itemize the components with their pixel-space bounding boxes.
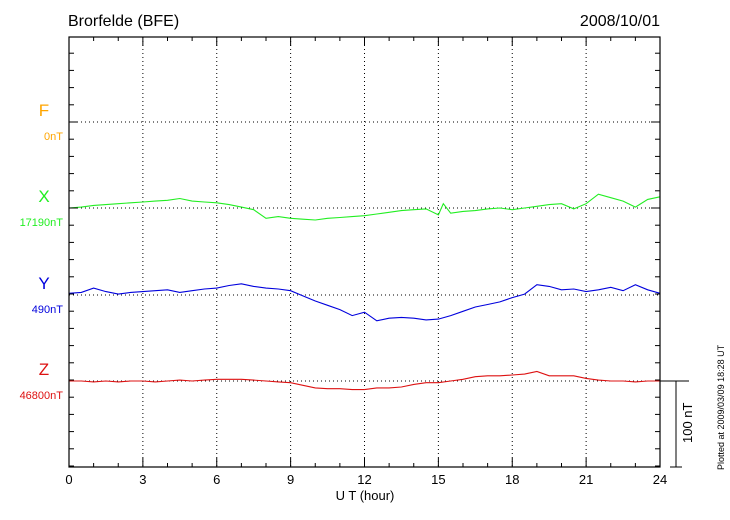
series-line-z bbox=[69, 370, 660, 391]
component-label-z: Z bbox=[39, 360, 49, 379]
chart-date: 2008/10/01 bbox=[580, 13, 660, 30]
axis-ticks: 0 3 6 9 12 15 18 21 24 bbox=[65, 37, 667, 487]
series-line-x bbox=[68, 193, 661, 221]
x-tick-label: 12 bbox=[357, 472, 371, 487]
baseline-label-x: 17190nT bbox=[20, 217, 64, 229]
x-tick-label: 3 bbox=[139, 472, 146, 487]
x-tick-label: 6 bbox=[213, 472, 220, 487]
series-line-y bbox=[68, 283, 661, 322]
component-label-x: X bbox=[38, 187, 49, 206]
plotted-note: Plotted at 2009/03/09 18:28 UT bbox=[716, 344, 726, 470]
scale-bar: 100 nT bbox=[660, 380, 695, 468]
baseline-label-f: 0nT bbox=[44, 131, 63, 143]
x-tick-label: 0 bbox=[65, 472, 72, 487]
baseline-label-z: 46800nT bbox=[20, 390, 64, 402]
x-tick-label: 21 bbox=[579, 472, 593, 487]
grid-lines bbox=[69, 37, 660, 467]
x-tick-label: 18 bbox=[505, 472, 519, 487]
series-group bbox=[68, 193, 661, 391]
chart-title: Brorfelde (BFE) bbox=[68, 13, 179, 30]
component-label-y: Y bbox=[38, 274, 49, 293]
x-tick-label: 9 bbox=[287, 472, 294, 487]
x-axis-label: U T (hour) bbox=[336, 488, 395, 503]
baseline-label-y: 490nT bbox=[32, 304, 63, 316]
x-tick-label: 24 bbox=[653, 472, 667, 487]
x-tick-label: 15 bbox=[431, 472, 445, 487]
component-label-f: F bbox=[39, 101, 49, 120]
scale-bar-label: 100 nT bbox=[680, 402, 695, 443]
component-labels: F 0nT X 17190nT Y 490nT Z 46800nT bbox=[20, 101, 64, 402]
